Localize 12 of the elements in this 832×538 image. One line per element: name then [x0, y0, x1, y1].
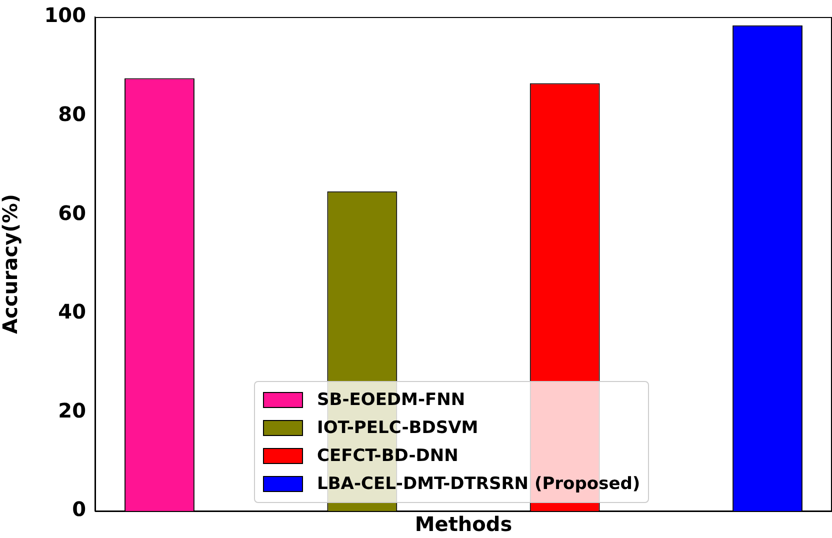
y-tick-label: 80 — [58, 102, 86, 126]
legend-label: LBA-CEL-DMT-DTRSRN (Proposed) — [317, 474, 640, 494]
y-tick-label: 40 — [58, 300, 86, 324]
y-axis-title: Accuracy(%) — [0, 194, 22, 334]
y-tick-label: 0 — [72, 497, 86, 522]
y-tick-label: 20 — [58, 398, 86, 422]
legend-label: CEFCT-BD-DNN — [317, 446, 458, 466]
legend-label: SB-EOEDM-FNN — [317, 390, 466, 410]
x-axis-title: Methods — [414, 512, 512, 536]
legend-label: IOT-PELC-BDSVM — [317, 418, 478, 438]
y-tick-label: 60 — [58, 200, 86, 225]
y-tick-label: 100 — [44, 3, 86, 28]
